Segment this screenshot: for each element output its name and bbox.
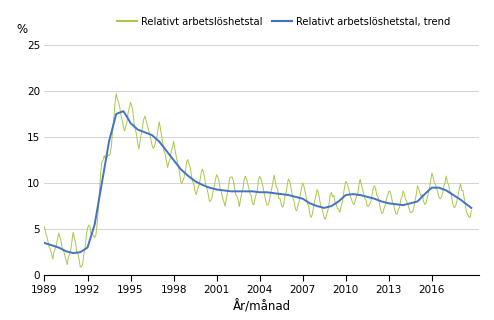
Legend: Relativt arbetslöshetstal, Relativt arbetslöshetstal, trend: Relativt arbetslöshetstal, Relativt arbe… [113, 13, 454, 31]
Text: %: % [16, 23, 27, 36]
X-axis label: År/månad: År/månad [233, 300, 291, 314]
